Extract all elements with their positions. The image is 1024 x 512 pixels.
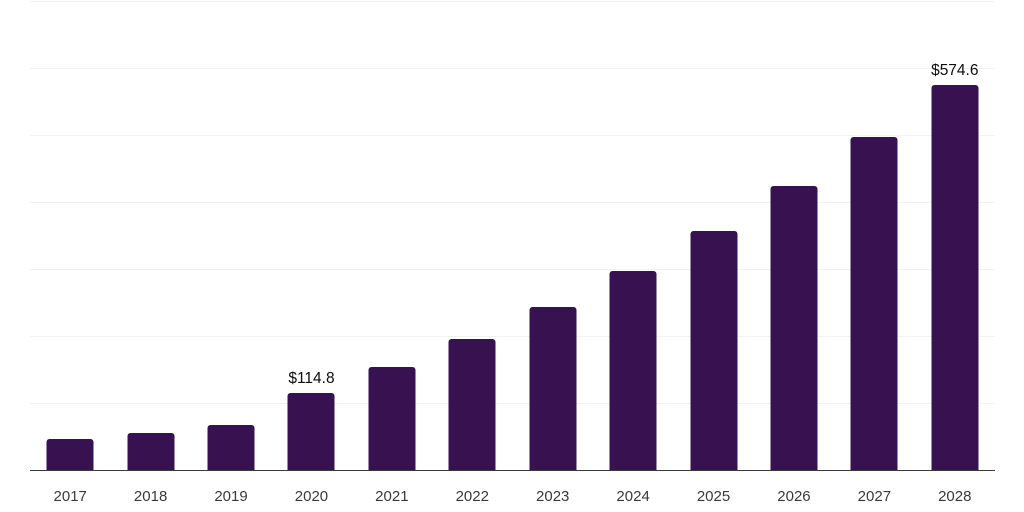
bar-slot-2024: [593, 1, 673, 470]
x-axis-line: [30, 469, 995, 471]
bar-slot-2019: [191, 1, 271, 470]
gridline-200: [30, 336, 995, 338]
x-tick-2023: 2023: [536, 488, 570, 505]
plot-area: $114.8 $574.6: [30, 1, 995, 471]
bar-slot-2022: [432, 1, 512, 470]
bar-2017: [46, 439, 94, 470]
bar-slot-2028: $574.6: [915, 1, 995, 470]
value-label-2020: $114.8: [288, 369, 335, 387]
bar-slot-2020: $114.8: [271, 1, 351, 470]
bar-2025: [690, 230, 738, 470]
bar-2026: [770, 185, 818, 470]
gridline-400: [30, 202, 995, 204]
x-tick-2028: 2028: [938, 488, 972, 505]
bar-slot-2017: [30, 1, 110, 470]
x-tick-2024: 2024: [616, 488, 650, 505]
x-tick-2026: 2026: [777, 488, 811, 505]
value-label-2028: $574.6: [931, 61, 979, 79]
bar-slot-2025: [673, 1, 753, 470]
bar-2018: [127, 432, 175, 470]
x-tick-2025: 2025: [696, 488, 731, 505]
bar-slot-2023: [513, 1, 593, 470]
bar-2022: [448, 339, 496, 470]
gridline-300: [30, 269, 995, 270]
gridline-100: [30, 403, 995, 405]
x-tick-2020: 2020: [294, 488, 329, 505]
bar-slot-2018: [110, 1, 190, 470]
gridline-500: [30, 135, 995, 136]
bar-slot-2026: [754, 1, 834, 470]
bar-2020: [287, 393, 335, 470]
bar-2023: [529, 307, 577, 470]
bar-2028: [931, 85, 979, 470]
x-tick-2017: 2017: [53, 488, 87, 505]
bar-slot-2027: [834, 1, 914, 470]
gridline-600: [30, 68, 995, 69]
x-tick-2027: 2027: [857, 488, 892, 505]
gridline-700: [30, 1, 995, 2]
x-tick-2018: 2018: [133, 488, 168, 505]
x-axis-tick-labels: 2017 2018 2019 2020 2021 2022 2023 2024 2025 2026…: [30, 488, 995, 508]
bar-slot-2021: [352, 1, 432, 470]
bar-2021: [368, 366, 416, 470]
bar-2027: [850, 136, 898, 470]
bar-2019: [207, 424, 255, 470]
x-tick-2022: 2022: [455, 488, 489, 505]
bar-2024: [609, 271, 657, 470]
x-tick-2019: 2019: [214, 488, 248, 505]
x-tick-2021: 2021: [375, 488, 409, 505]
